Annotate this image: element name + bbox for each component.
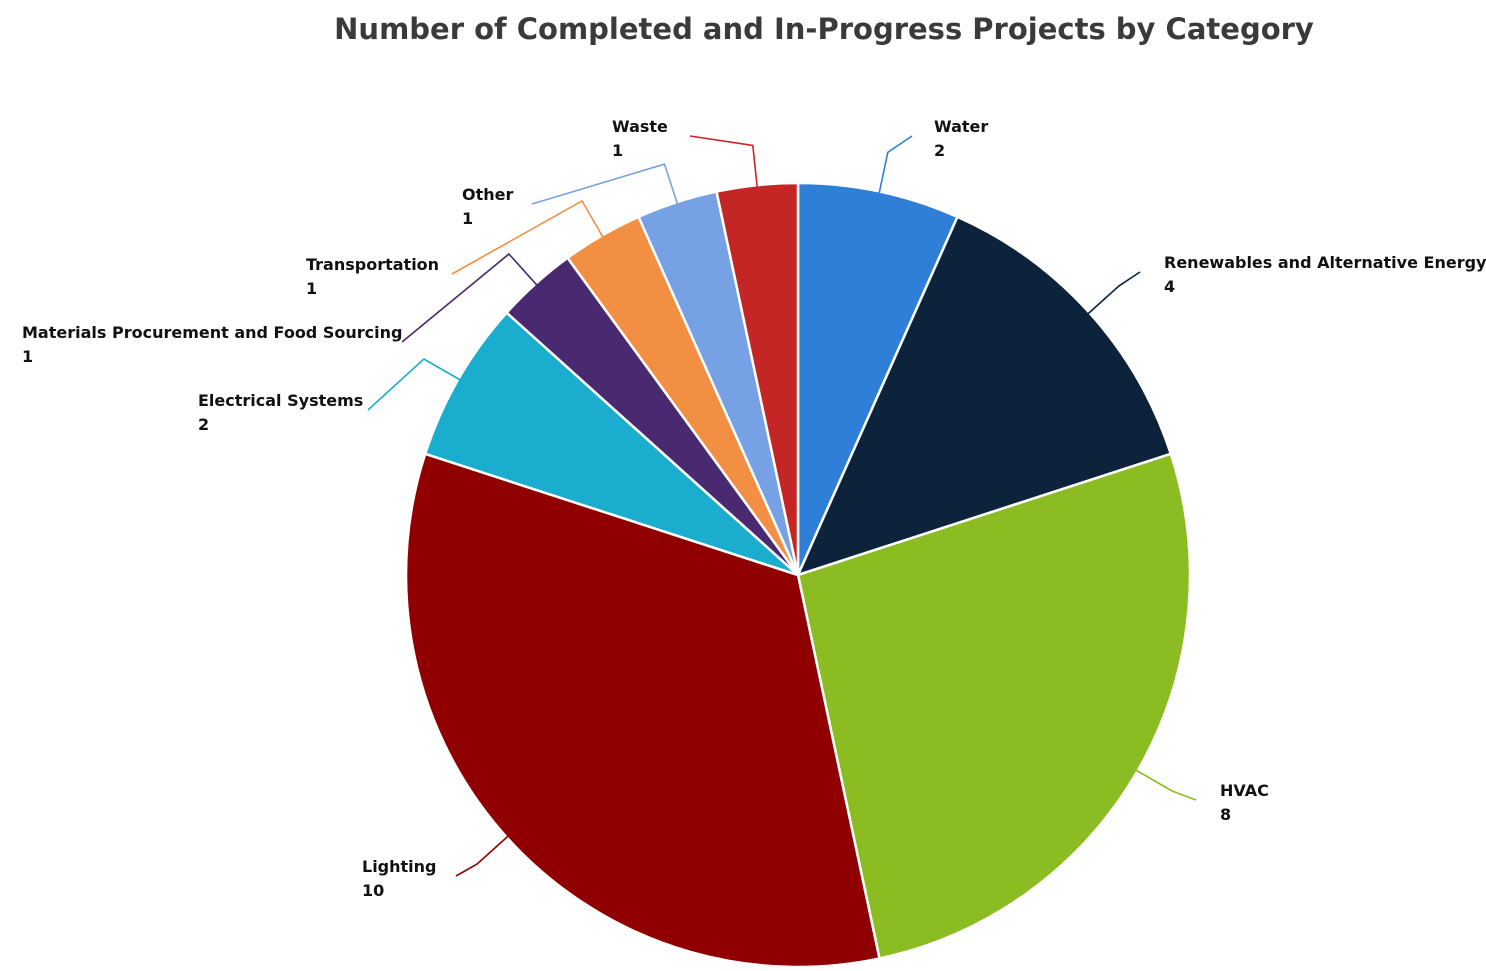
slice-label-transportation: Transportation [306,255,439,274]
slice-value-waste: 1 [612,141,623,160]
connector-materials-procurement-and-food-sourcing [401,252,538,343]
connector-hvac [1135,769,1197,801]
slice-value-electrical-systems: 2 [198,415,209,434]
slice-value-transportation: 1 [306,279,317,298]
pie-slices [404,181,1192,969]
slice-label-renewables-and-alternative-energy: Renewables and Alternative Energy [1164,253,1486,272]
slice-value-water: 2 [934,141,945,160]
slice-label-hvac: HVAC [1220,781,1269,800]
slice-label-materials-procurement-and-food-sourcing: Materials Procurement and Food Sourcing [22,323,402,342]
connector-waste [689,135,758,188]
chart-title: Number of Completed and In-Progress Proj… [334,12,1314,46]
slice-label-water: Water [934,117,988,136]
connector-electrical-systems [367,358,461,411]
slice-value-lighting: 10 [362,881,384,900]
slice-label-electrical-systems: Electrical Systems [198,391,363,410]
connector-renewables-and-alternative-energy [1087,271,1141,315]
label-connectors [367,135,1197,877]
slice-value-hvac: 8 [1220,805,1231,824]
connector-water [878,135,913,194]
connector-other [531,163,679,205]
slice-value-renewables-and-alternative-energy: 4 [1164,277,1175,296]
slice-label-lighting: Lighting [362,857,437,876]
connector-transportation [451,199,604,275]
connector-lighting [455,835,509,877]
slice-labels: Water 2 Renewables and Alternative Energy 4… [22,117,1486,900]
slice-label-waste: Waste [612,117,668,136]
slice-label-other: Other [462,185,513,204]
slice-value-materials-procurement-and-food-sourcing: 1 [22,347,33,366]
slice-value-other: 1 [462,209,473,228]
